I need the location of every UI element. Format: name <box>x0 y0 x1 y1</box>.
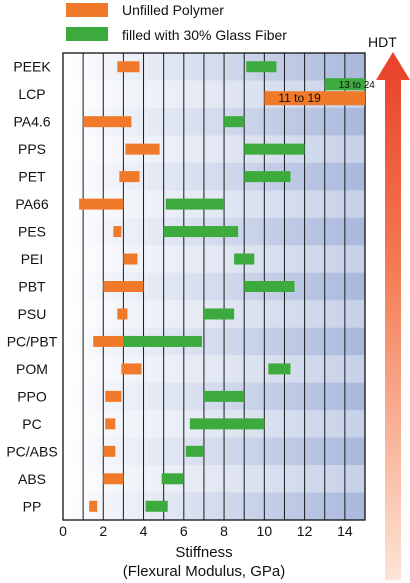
bar-range-label: 11 to 19 <box>278 91 321 105</box>
plot-frame <box>62 52 366 521</box>
unfilled-bar <box>103 473 124 485</box>
unfilled-bar <box>123 253 138 265</box>
category-label: PSU <box>18 306 47 322</box>
glass-fiber-bar <box>324 78 365 91</box>
legend-label-unfilled: Unfilled Polymer <box>122 2 224 18</box>
legend: Unfilled Polymer filled with 30% Glass F… <box>66 2 287 43</box>
hdt-arrow: HDT <box>368 34 410 580</box>
legend-label-glass-fiber: filled with 30% Glass Fiber <box>122 27 287 43</box>
category-label: PP <box>23 498 42 514</box>
category-label: PC/ABS <box>6 443 57 459</box>
unfilled-bar <box>117 308 128 320</box>
category-label: ABS <box>18 471 46 487</box>
legend-swatch-glass-fiber <box>66 27 108 41</box>
unfilled-bar <box>125 143 160 155</box>
unfilled-bar <box>119 171 140 183</box>
glass-fiber-bar <box>161 473 184 485</box>
unfilled-bar <box>83 116 132 128</box>
glass-fiber-bar <box>244 281 295 292</box>
x-tick-label: 4 <box>140 523 148 539</box>
category-label: PEEK <box>13 59 51 75</box>
category-label: PA4.6 <box>13 114 50 130</box>
category-label: PBT <box>18 279 46 295</box>
glass-fiber-bar <box>165 198 225 210</box>
x-tick-label: 2 <box>99 523 107 539</box>
unfilled-bar <box>121 363 142 375</box>
glass-fiber-bar <box>203 390 245 402</box>
x-axis-sublabel: (Flexural Modulus, GPa) <box>123 563 286 580</box>
category-label: PC/PBT <box>7 333 58 349</box>
glass-fiber-bar <box>123 335 202 347</box>
unfilled-bar <box>113 226 122 238</box>
glass-fiber-bar <box>163 226 239 238</box>
category-label: PET <box>18 169 46 185</box>
category-label: PPS <box>18 141 46 157</box>
row-band <box>63 355 365 383</box>
unfilled-bar <box>93 335 128 347</box>
category-label: PEI <box>21 251 44 267</box>
unfilled-bar <box>264 91 365 106</box>
category-label: PPO <box>17 388 47 404</box>
unfilled-bar <box>103 281 144 292</box>
row-band <box>63 135 365 163</box>
unfilled-bar <box>89 500 98 512</box>
x-tick-label: 6 <box>180 523 188 539</box>
glass-fiber-bar <box>246 61 277 73</box>
unfilled-bar <box>117 61 140 73</box>
x-tick-label: 0 <box>59 523 67 539</box>
glass-fiber-bar <box>189 418 265 430</box>
category-label: PES <box>18 224 46 240</box>
unfilled-bar <box>103 445 116 457</box>
glass-fiber-bar <box>244 143 305 155</box>
glass-fiber-bar <box>244 171 291 183</box>
category-label: PC <box>22 416 41 432</box>
glass-fiber-bar <box>145 500 168 512</box>
category-label: LCP <box>18 86 45 102</box>
legend-swatch-unfilled <box>66 3 108 17</box>
hdt-label: HDT <box>368 34 397 50</box>
glass-fiber-bar <box>203 308 235 320</box>
row-band <box>63 245 365 273</box>
category-label: PA66 <box>15 196 48 212</box>
glass-fiber-bar <box>234 253 255 265</box>
unfilled-bar <box>105 418 116 430</box>
x-tick-label: 10 <box>257 523 273 539</box>
glass-fiber-bar <box>185 445 204 457</box>
category-label: POM <box>16 361 48 377</box>
glass-fiber-bar <box>224 116 245 128</box>
unfilled-bar <box>79 198 124 210</box>
unfilled-bar <box>105 390 122 402</box>
glass-fiber-bar <box>268 363 291 375</box>
x-tick-label: 8 <box>220 523 228 539</box>
hdt-arrow-shape <box>376 52 410 580</box>
x-axis-label: Stiffness <box>175 544 232 561</box>
x-tick-label: 14 <box>337 523 353 539</box>
bar-range-label: 13 to 24 <box>339 80 376 91</box>
x-tick-label: 12 <box>297 523 313 539</box>
